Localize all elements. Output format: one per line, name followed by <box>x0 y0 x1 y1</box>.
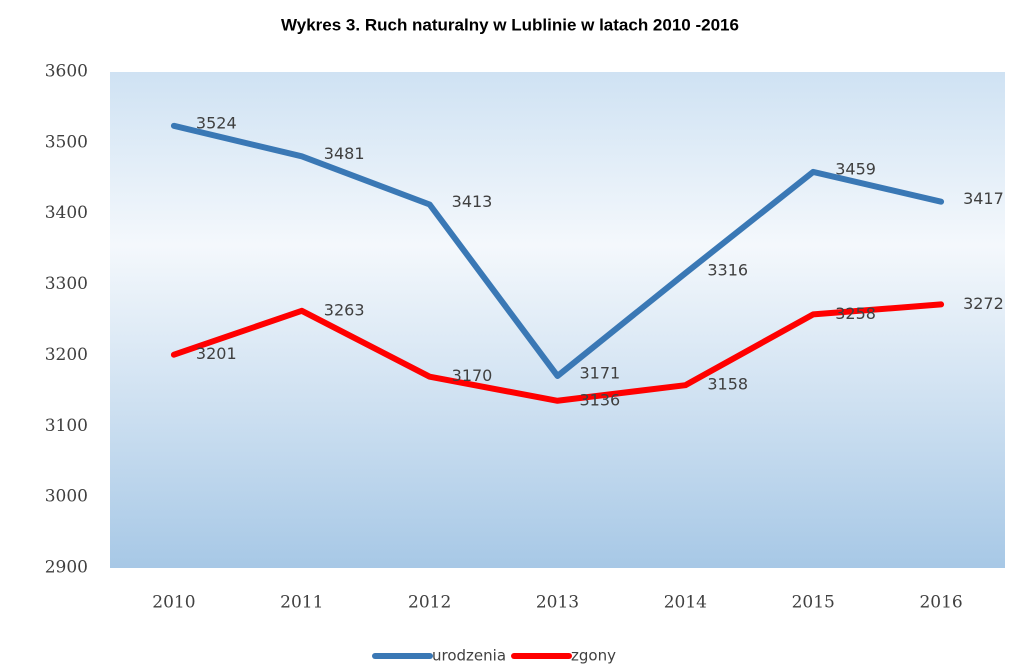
data-label: 3459 <box>835 159 876 178</box>
y-tick-label: 3200 <box>45 345 88 365</box>
data-label: 3481 <box>324 144 365 163</box>
data-label: 3201 <box>196 344 237 363</box>
y-tick-label: 3000 <box>45 487 88 507</box>
x-tick-label: 2015 <box>792 593 835 613</box>
x-tick-label: 2013 <box>536 593 579 613</box>
plot-area <box>110 72 1005 568</box>
y-tick-label: 3300 <box>45 274 88 294</box>
y-tick-label: 3400 <box>45 203 88 223</box>
data-label: 3170 <box>452 366 493 385</box>
y-tick-label: 3500 <box>45 132 88 152</box>
x-tick-label: 2016 <box>919 593 962 613</box>
x-tick-label: 2011 <box>280 593 323 613</box>
data-label: 3263 <box>324 300 365 319</box>
data-label: 3417 <box>963 189 1004 208</box>
data-label: 3258 <box>835 304 876 323</box>
series-line <box>170 122 945 379</box>
data-label: 3272 <box>963 294 1004 313</box>
chart-title: Wykres 3. Ruch naturalny w Lublinie w la… <box>281 15 739 34</box>
legend-label: urodzenia <box>432 647 506 665</box>
data-label: 3171 <box>580 363 621 382</box>
x-tick-label: 2010 <box>152 593 195 613</box>
x-tick-label: 2014 <box>664 593 707 613</box>
y-tick-label: 3600 <box>45 62 88 82</box>
x-tick-label: 2012 <box>408 593 451 613</box>
series-line <box>170 301 945 404</box>
data-label: 3136 <box>580 390 621 409</box>
data-label: 3158 <box>707 375 748 394</box>
data-label: 3413 <box>452 192 493 211</box>
y-tick-label: 2900 <box>45 558 88 578</box>
data-label: 3316 <box>707 261 748 280</box>
y-tick-label: 3100 <box>45 416 88 436</box>
legend-label: zgony <box>571 647 616 665</box>
data-label: 3524 <box>196 113 237 132</box>
